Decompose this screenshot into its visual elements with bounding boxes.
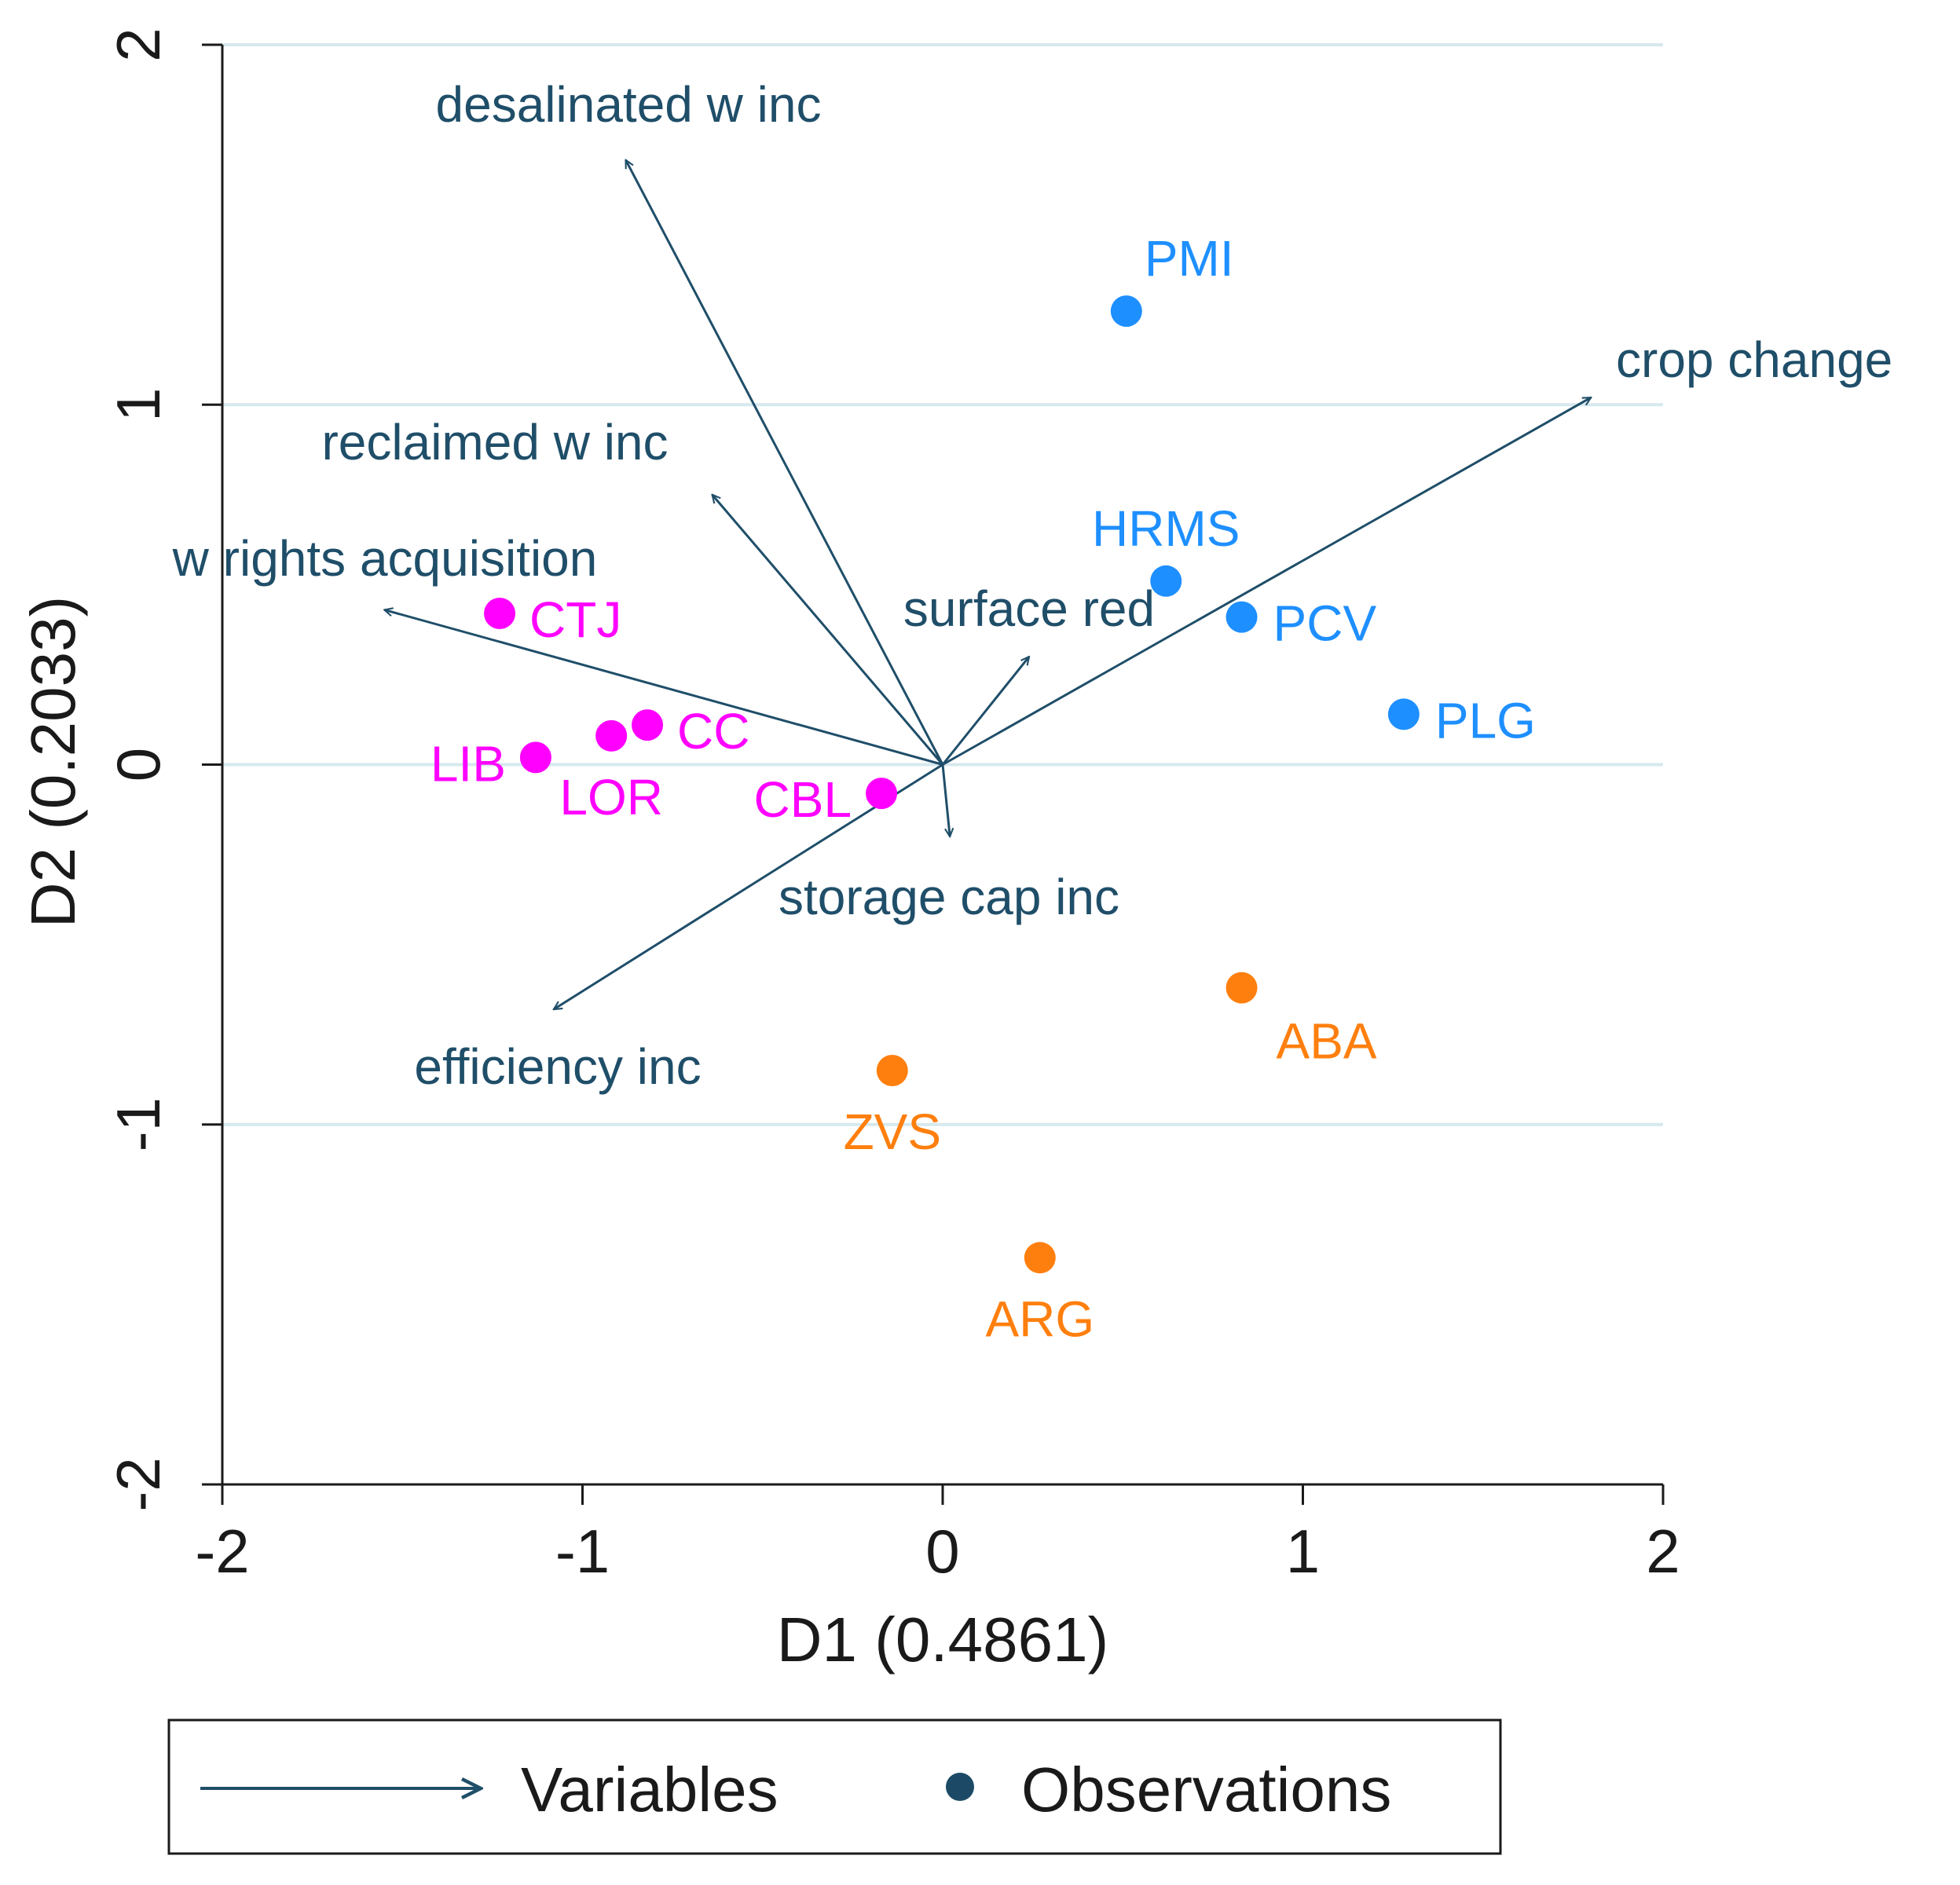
variable-label: w rights acquisition (172, 530, 598, 587)
observation-label: LOR (559, 769, 663, 825)
y-axis-title: D2 (0.2033) (18, 596, 88, 928)
observation-label: PMI (1145, 230, 1234, 287)
variable-label: reclaimed w inc (321, 414, 668, 470)
y-ticks: -2 -1 0 1 2 (104, 27, 222, 1512)
variable-vector (941, 657, 1029, 766)
observation-label: HRMS (1092, 500, 1240, 557)
x-tick-label: 1 (1286, 1517, 1320, 1586)
observation-point (1024, 1242, 1056, 1274)
y-tick-label: 2 (104, 27, 173, 61)
variable-vectors (384, 160, 1591, 1011)
x-ticks: -2 -1 0 1 2 (195, 1484, 1680, 1586)
observation-label: PCV (1273, 595, 1377, 652)
legend: Variables Observations (167, 1718, 1502, 1855)
observation-point (1387, 698, 1420, 730)
observation-point (876, 1055, 908, 1087)
observation-labels: PMI HRMS PCV PLG CTJ CC LIB LOR CBL ABA ZVS ARG (430, 230, 1536, 1347)
variable-label: crop change (1616, 331, 1892, 388)
x-tick-label: -1 (555, 1517, 610, 1586)
variable-label: storage cap inc (779, 869, 1119, 925)
x-tick-label: -2 (195, 1517, 249, 1586)
observation-label: CBL (754, 771, 852, 828)
observation-point (519, 741, 551, 774)
gridlines (222, 43, 1663, 1126)
observation-point (1150, 565, 1182, 597)
legend-variables-label: Variables (521, 1755, 779, 1825)
observation-points (484, 295, 1420, 1274)
observation-point (1110, 295, 1142, 328)
y-tick-label: 1 (104, 388, 173, 422)
x-axis-title: D1 (0.4861) (777, 1605, 1108, 1675)
y-tick-label: 0 (104, 748, 173, 781)
observation-label: ZVS (844, 1104, 941, 1160)
observation-label: LIB (430, 735, 506, 792)
x-tick-label: 2 (1646, 1517, 1680, 1586)
x-tick-label: 0 (925, 1517, 959, 1586)
observation-point (595, 719, 628, 752)
variable-labels: desalinated w inc crop change reclaimed w … (172, 76, 1893, 1095)
observation-label: CC (677, 703, 749, 759)
legend-dot-icon (946, 1773, 974, 1801)
legend-observations-label: Observations (1021, 1755, 1391, 1825)
y-tick-label: -2 (104, 1457, 173, 1511)
observation-point (1225, 972, 1258, 1004)
variable-vector (941, 764, 950, 837)
observation-point (1225, 601, 1258, 633)
observation-label: ABA (1277, 1013, 1377, 1070)
variable-label: efficiency inc (414, 1038, 701, 1095)
variable-vector (384, 609, 943, 766)
observation-point (484, 598, 516, 630)
y-tick-label: -1 (104, 1097, 173, 1151)
observation-label: ARG (985, 1290, 1094, 1347)
variable-label: desalinated w inc (436, 76, 822, 133)
observation-label: PLG (1435, 692, 1536, 749)
variable-label: surface red (903, 580, 1155, 637)
variable-vector (625, 160, 944, 766)
observation-label: CTJ (529, 591, 621, 648)
observation-point (632, 709, 664, 741)
variable-vector (942, 396, 1591, 766)
variable-vector (713, 495, 944, 766)
observation-point (866, 778, 898, 810)
